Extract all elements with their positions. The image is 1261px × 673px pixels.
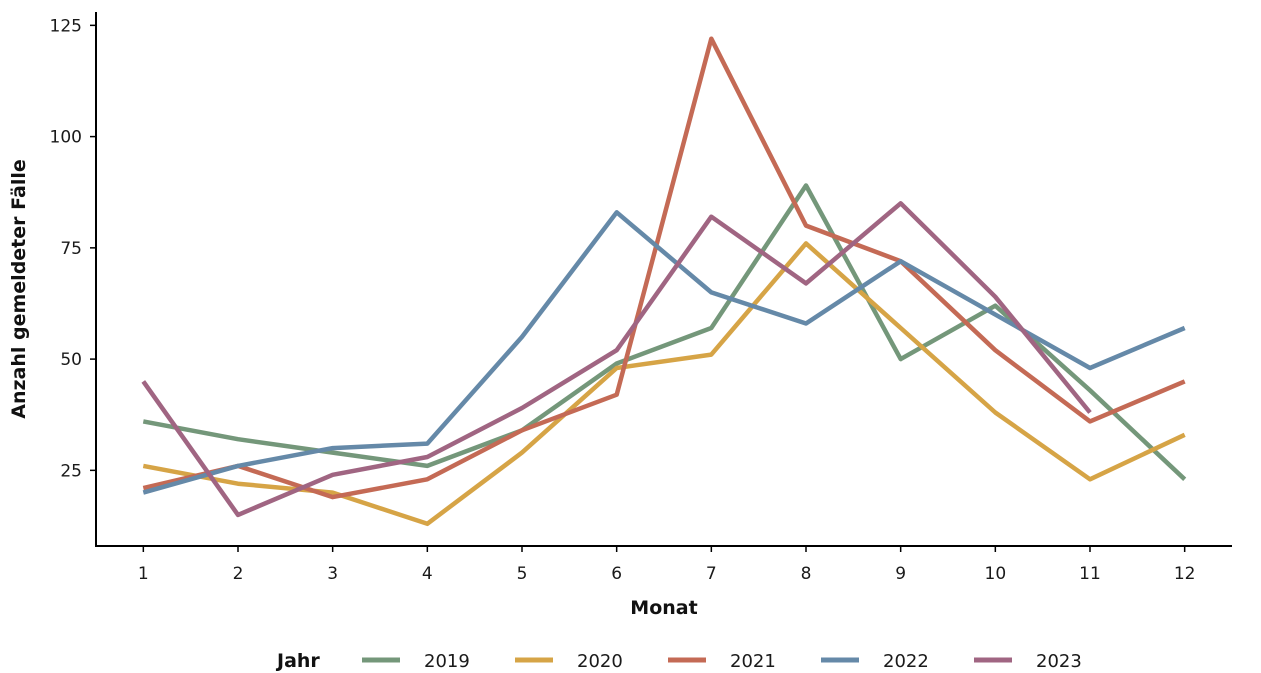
x-tick-label: 5 [517,564,528,584]
y-tick-label: 125 [50,16,82,36]
x-tick-label: 4 [422,564,433,584]
y-tick-label: 75 [60,239,82,259]
x-tick-label: 10 [985,564,1007,584]
x-tick-label: 8 [801,564,812,584]
x-tick-label: 12 [1174,564,1196,584]
x-tick-label: 3 [327,564,338,584]
legend-label-2023: 2023 [1036,651,1082,672]
series-line-2022 [142,210,1186,495]
y-tick-label: 50 [60,350,82,370]
legend-title: Jahr [275,650,320,672]
x-tick-label: 9 [895,564,906,584]
x-tick-label: 2 [233,564,244,584]
legend-label-2022: 2022 [883,651,929,672]
legend-label-2019: 2019 [424,651,470,672]
x-axis-ticks: 1 2 3 4 5 6 7 8 9 10 11 12 [138,546,1196,584]
legend: Jahr 2019 2020 2021 2022 2023 [275,650,1082,672]
series-line-2023 [141,201,1092,518]
plot-lines [141,36,1187,527]
y-axis-title: Anzahl gemeldeter Fälle [8,159,30,419]
x-tick-label: 11 [1079,564,1101,584]
y-axis-ticks: 25 50 75 100 125 [50,16,96,481]
y-tick-label: 25 [60,461,82,481]
x-tick-label: 6 [611,564,622,584]
x-axis-title: Monat [630,597,697,619]
legend-label-2021: 2021 [730,651,776,672]
x-tick-label: 7 [706,564,717,584]
legend-label-2020: 2020 [577,651,623,672]
y-tick-label: 100 [50,128,82,148]
series-line-2021 [142,36,1186,500]
x-tick-label: 1 [138,564,149,584]
